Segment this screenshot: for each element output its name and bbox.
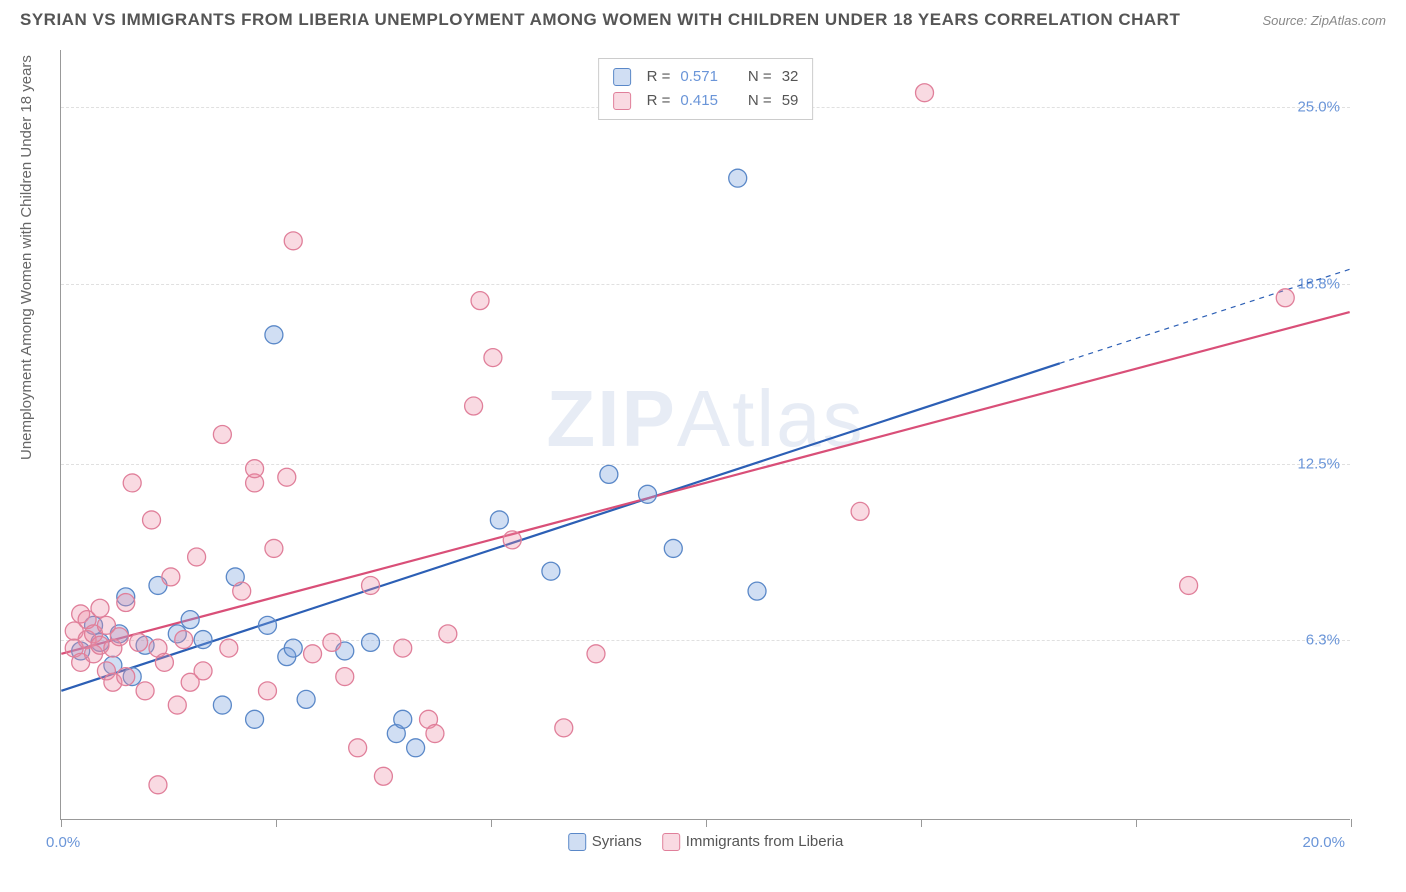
data-point: [484, 349, 502, 367]
chart-title: SYRIAN VS IMMIGRANTS FROM LIBERIA UNEMPL…: [20, 10, 1180, 30]
data-point: [374, 767, 392, 785]
data-point: [323, 633, 341, 651]
data-point: [136, 682, 154, 700]
data-point: [362, 633, 380, 651]
data-point: [117, 594, 135, 612]
data-point: [284, 639, 302, 657]
data-point: [362, 576, 380, 594]
series-legend: Syrians Immigrants from Liberia: [568, 833, 844, 851]
data-point: [600, 465, 618, 483]
data-point: [587, 645, 605, 663]
legend-swatch: [568, 833, 586, 851]
n-label: N =: [748, 89, 772, 113]
series-name: Syrians: [592, 833, 642, 850]
data-point: [297, 690, 315, 708]
data-point: [407, 739, 425, 757]
data-point: [265, 539, 283, 557]
data-point: [394, 710, 412, 728]
data-point: [426, 725, 444, 743]
data-point: [1180, 576, 1198, 594]
n-value: 59: [782, 89, 799, 113]
data-point: [143, 511, 161, 529]
data-point: [284, 232, 302, 250]
scatter-svg: [61, 50, 1350, 819]
data-point: [439, 625, 457, 643]
legend-swatch: [613, 92, 631, 110]
r-value: 0.571: [680, 65, 718, 89]
x-tick: [276, 819, 277, 827]
source-label: Source: ZipAtlas.com: [1262, 13, 1386, 28]
data-point: [194, 631, 212, 649]
data-point: [246, 710, 264, 728]
data-point: [664, 539, 682, 557]
data-point: [194, 662, 212, 680]
data-point: [503, 531, 521, 549]
data-point: [130, 633, 148, 651]
x-tick: [491, 819, 492, 827]
data-point: [91, 599, 109, 617]
y-axis-label: Unemployment Among Women with Children U…: [18, 55, 35, 460]
r-value: 0.415: [680, 89, 718, 113]
data-point: [394, 639, 412, 657]
data-point: [175, 631, 193, 649]
data-point: [213, 426, 231, 444]
data-point: [555, 719, 573, 737]
data-point: [181, 611, 199, 629]
correlation-legend-row: R = 0.571 N = 32: [613, 65, 799, 89]
x-tick: [1136, 819, 1137, 827]
data-point: [851, 502, 869, 520]
data-point: [304, 645, 322, 663]
data-point: [916, 84, 934, 102]
x-tick: [706, 819, 707, 827]
series-name: Immigrants from Liberia: [686, 833, 844, 850]
data-point: [349, 739, 367, 757]
data-point: [748, 582, 766, 600]
n-value: 32: [782, 65, 799, 89]
data-point: [265, 326, 283, 344]
data-point: [729, 169, 747, 187]
data-point: [149, 776, 167, 794]
x-tick: [921, 819, 922, 827]
data-point: [1276, 289, 1294, 307]
data-point: [490, 511, 508, 529]
plot-area: ZIPAtlas R = 0.571N = 32R = 0.415N = 59 …: [60, 50, 1350, 820]
data-point: [213, 696, 231, 714]
data-point: [117, 668, 135, 686]
data-point: [336, 668, 354, 686]
series-legend-item: Immigrants from Liberia: [662, 833, 844, 851]
x-axis-min-label: 0.0%: [46, 834, 80, 851]
trend-line-dashed: [1060, 269, 1350, 363]
data-point: [542, 562, 560, 580]
legend-swatch: [662, 833, 680, 851]
data-point: [258, 682, 276, 700]
data-point: [465, 397, 483, 415]
r-label: R =: [647, 89, 671, 113]
x-axis-max-label: 20.0%: [1302, 834, 1345, 851]
data-point: [110, 628, 128, 646]
series-legend-item: Syrians: [568, 833, 642, 851]
data-point: [639, 485, 657, 503]
data-point: [246, 460, 264, 478]
r-label: R =: [647, 65, 671, 89]
data-point: [123, 474, 141, 492]
correlation-legend: R = 0.571 N = 32 R = 0.415 N = 59: [598, 58, 814, 120]
data-point: [258, 616, 276, 634]
data-point: [278, 468, 296, 486]
data-point: [233, 582, 251, 600]
n-label: N =: [748, 65, 772, 89]
legend-swatch: [613, 68, 631, 86]
x-tick: [61, 819, 62, 827]
data-point: [162, 568, 180, 586]
data-point: [168, 696, 186, 714]
data-point: [155, 653, 173, 671]
correlation-legend-row: R = 0.415 N = 59: [613, 89, 799, 113]
data-point: [471, 292, 489, 310]
x-tick: [1351, 819, 1352, 827]
data-point: [220, 639, 238, 657]
data-point: [188, 548, 206, 566]
